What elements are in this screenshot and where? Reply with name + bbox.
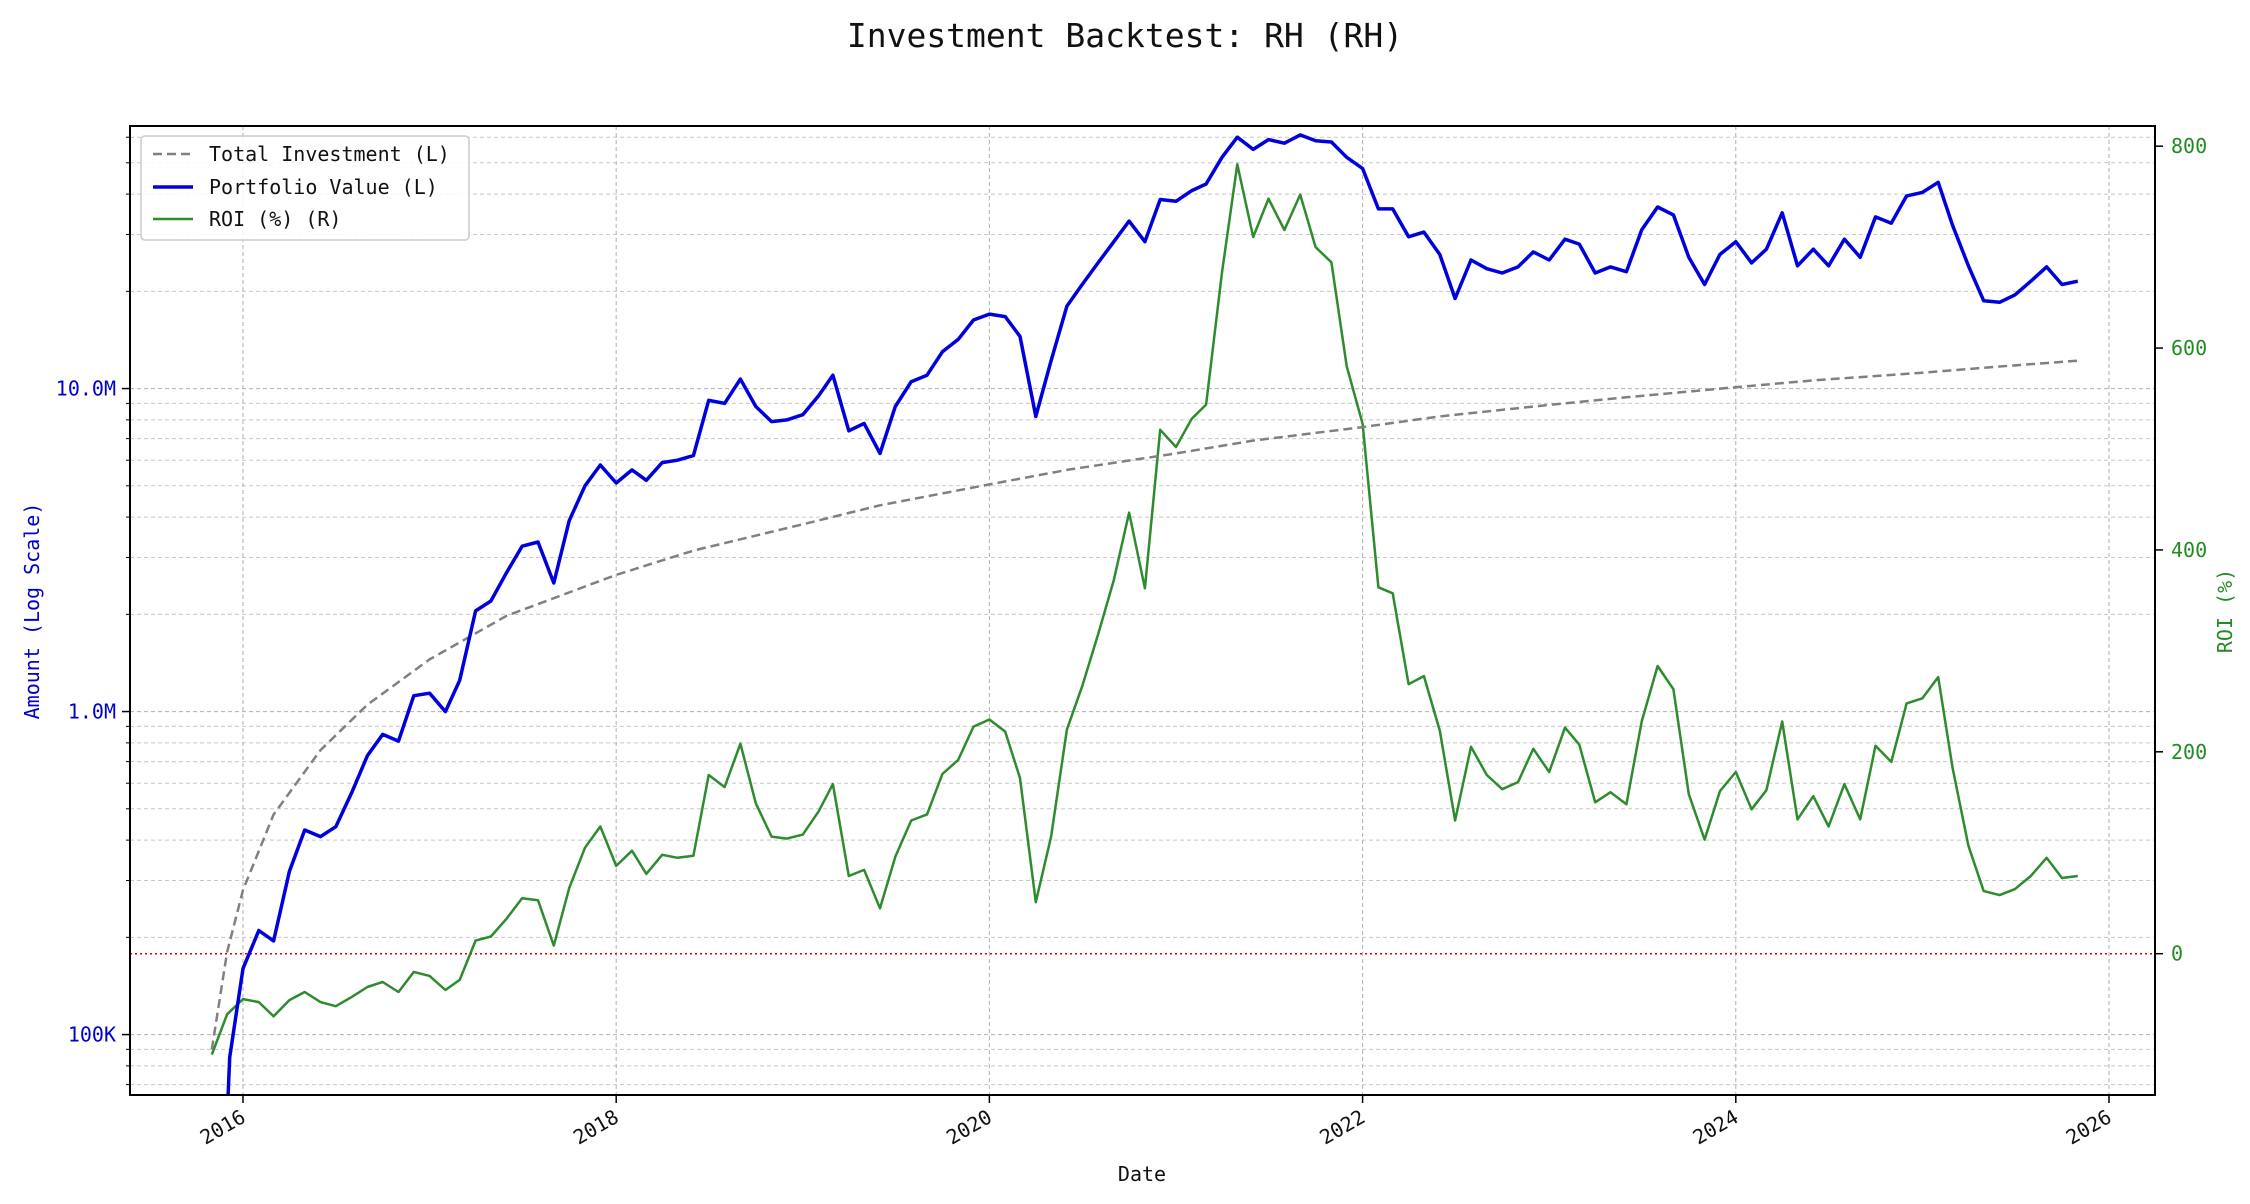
y-left-tick-label: 1.0M (68, 700, 116, 724)
grid (130, 126, 2155, 1095)
y-right-tick-label: 600 (2171, 336, 2207, 360)
y-axis-right-label: ROI (%) (2213, 569, 2237, 653)
x-tick-label: 2018 (569, 1105, 623, 1150)
legend-label-portfolio-value: Portfolio Value (L) (209, 175, 438, 199)
y-right-tick-label: 400 (2171, 538, 2207, 562)
y-right-tick-label: 200 (2171, 740, 2207, 764)
chart-title: Investment Backtest: RH (RH) (847, 16, 1403, 55)
y-axis-left-label: Amount (Log Scale) (20, 503, 44, 720)
series-total-investment (210, 359, 2078, 1050)
legend-label-roi: ROI (%) (R) (209, 207, 341, 231)
axes: 100K 1.0M 10.0M 0 200 400 600 800 2016 2018 2020 20… (56, 134, 2207, 1149)
x-tick-label: 2024 (1689, 1105, 1743, 1150)
plot-frame (129, 125, 2156, 1096)
x-tick-label: 2016 (196, 1105, 250, 1150)
legend: Total Investment (L) Portfolio Value (L)… (140, 135, 470, 241)
x-tick-label: 2020 (942, 1105, 996, 1150)
series-roi (210, 163, 2078, 1056)
legend-label-total-investment: Total Investment (L) (209, 142, 450, 166)
series-portfolio-value (226, 133, 2079, 1095)
x-tick-label: 2022 (1315, 1105, 1369, 1150)
y-right-tick-label: 0 (2171, 942, 2183, 966)
y-right-tick-label: 800 (2171, 134, 2207, 158)
x-axis-label: Date (1118, 1162, 1166, 1186)
x-tick-label: 2026 (2062, 1105, 2116, 1150)
y-left-tick-label: 100K (68, 1023, 116, 1047)
series-group (130, 133, 2155, 1095)
y-left-tick-label: 10.0M (56, 377, 116, 401)
legend-box (140, 135, 470, 241)
